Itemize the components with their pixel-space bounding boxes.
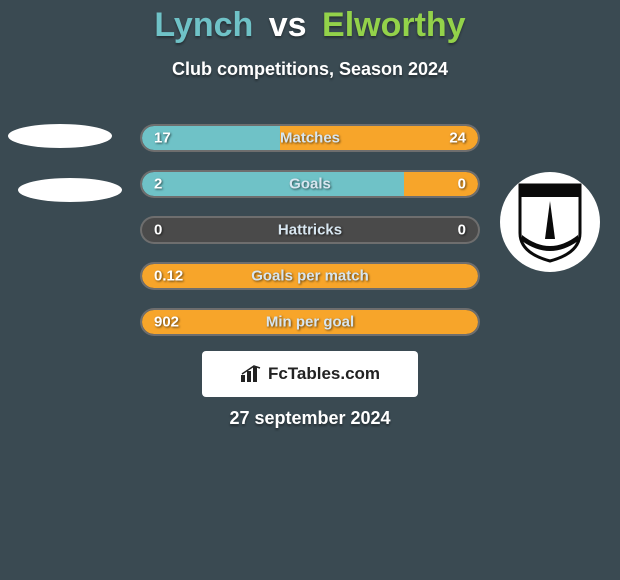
stat-value-left: 2 <box>154 176 162 193</box>
stat-row: 2 Goals 0 <box>140 170 480 198</box>
stat-label: Matches <box>280 130 340 147</box>
stat-label: Hattricks <box>278 222 342 239</box>
bar-chart-icon <box>240 365 262 383</box>
stat-row: 17 Matches 24 <box>140 124 480 152</box>
bar-fill-right <box>404 172 478 196</box>
stat-value-left: 17 <box>154 130 171 147</box>
fctables-brand-badge: FcTables.com <box>202 351 418 397</box>
bar-fill-left <box>142 172 404 196</box>
stat-value-left: 0 <box>154 222 162 239</box>
title-player2: Elworthy <box>322 6 466 44</box>
stat-label: Goals per match <box>251 268 369 285</box>
stat-label: Min per goal <box>266 314 354 331</box>
stat-label: Goals <box>289 176 331 193</box>
left-badge-ellipse-1 <box>8 124 112 148</box>
brand-text: FcTables.com <box>268 364 380 384</box>
stat-value-right: 0 <box>458 176 466 193</box>
page-title: Lynch vs Elworthy <box>0 0 620 45</box>
stat-row: 0 Hattricks 0 <box>140 216 480 244</box>
stat-row: 902 Min per goal <box>140 308 480 336</box>
subtitle: Club competitions, Season 2024 <box>0 59 620 80</box>
right-club-badge <box>500 172 600 272</box>
longford-crest-icon <box>515 181 585 263</box>
stat-bars-container: 17 Matches 24 2 Goals 0 0 Hattricks 0 0.12 Goals p… <box>140 124 480 354</box>
stat-row: 0.12 Goals per match <box>140 262 480 290</box>
stat-value-left: 0.12 <box>154 268 183 285</box>
stat-value-left: 902 <box>154 314 179 331</box>
left-badge-ellipse-2 <box>18 178 122 202</box>
date-text: 27 september 2024 <box>0 408 620 429</box>
stat-value-right: 0 <box>458 222 466 239</box>
title-vs: vs <box>269 6 307 44</box>
stat-value-right: 24 <box>449 130 466 147</box>
title-player1: Lynch <box>154 6 253 44</box>
